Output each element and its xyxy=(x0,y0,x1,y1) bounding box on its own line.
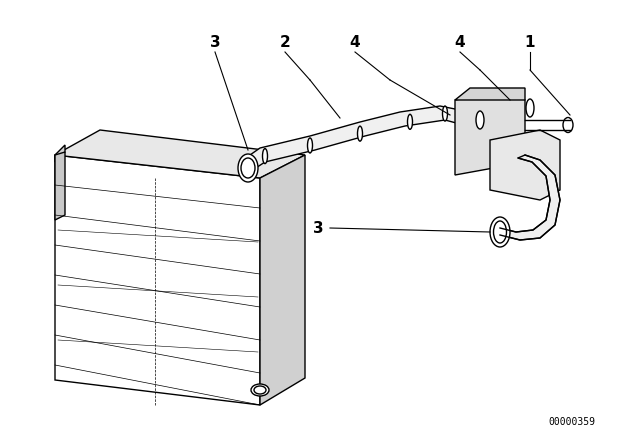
Ellipse shape xyxy=(254,386,266,394)
Ellipse shape xyxy=(251,384,269,396)
Ellipse shape xyxy=(238,154,258,182)
Polygon shape xyxy=(455,88,525,100)
Text: 4: 4 xyxy=(454,34,465,49)
Ellipse shape xyxy=(476,111,484,129)
Ellipse shape xyxy=(408,114,413,129)
Ellipse shape xyxy=(493,221,506,243)
Text: 1: 1 xyxy=(525,34,535,49)
Polygon shape xyxy=(260,155,305,405)
Ellipse shape xyxy=(262,149,268,164)
Polygon shape xyxy=(240,106,460,175)
Polygon shape xyxy=(55,145,65,162)
Text: 3: 3 xyxy=(210,34,220,49)
Polygon shape xyxy=(455,90,525,175)
Ellipse shape xyxy=(490,217,510,247)
Polygon shape xyxy=(490,130,560,200)
Polygon shape xyxy=(55,155,260,405)
Ellipse shape xyxy=(563,117,573,133)
Polygon shape xyxy=(500,155,560,240)
Ellipse shape xyxy=(307,138,312,153)
Text: 00000359: 00000359 xyxy=(548,417,595,427)
Ellipse shape xyxy=(526,99,534,117)
Text: 3: 3 xyxy=(313,220,323,236)
Ellipse shape xyxy=(241,158,255,178)
Polygon shape xyxy=(55,152,65,220)
Ellipse shape xyxy=(442,106,447,121)
Text: 4: 4 xyxy=(349,34,360,49)
Text: 2: 2 xyxy=(280,34,291,49)
Ellipse shape xyxy=(358,126,362,141)
Polygon shape xyxy=(55,130,305,178)
